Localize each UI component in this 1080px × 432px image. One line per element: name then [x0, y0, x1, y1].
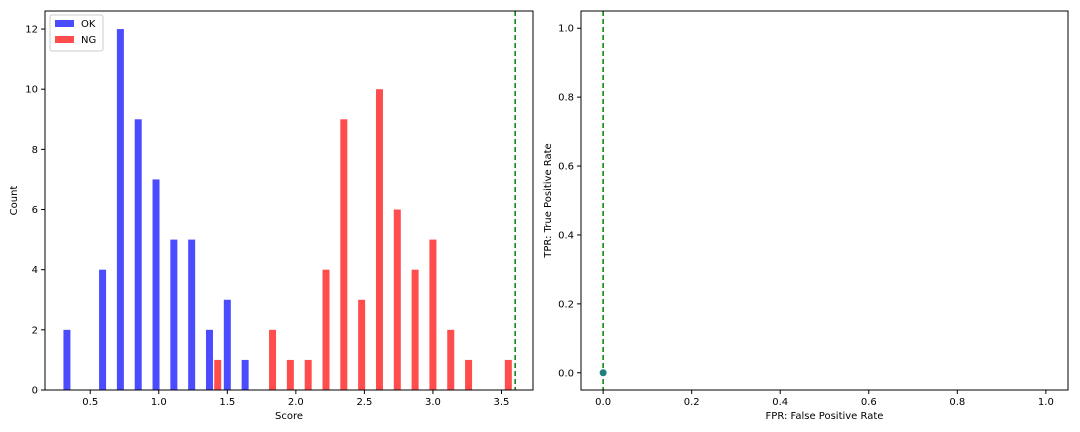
histogram-bars — [63, 29, 512, 391]
histogram-y-tick-label-3: 6 — [32, 205, 38, 216]
legend-label-ng: NG — [81, 35, 96, 46]
bar-ok-9 — [241, 359, 249, 390]
bar-ng-4 — [322, 269, 330, 390]
histogram-y-tick-label-2: 4 — [32, 265, 38, 276]
histogram-x-tick-label-4: 2.5 — [356, 397, 372, 408]
bar-ng-13 — [504, 359, 512, 390]
legend-swatch-ok — [55, 20, 74, 27]
histogram-x-tick-label-6: 3.5 — [494, 397, 510, 408]
bar-ng-11 — [447, 329, 455, 390]
bar-ng-5 — [340, 119, 348, 390]
roc-axes-frame — [580, 10, 1069, 391]
bar-ng-0 — [214, 359, 222, 390]
bar-ng-3 — [304, 359, 312, 390]
bar-ng-6 — [358, 299, 366, 390]
histogram-x-tick-label-2: 1.5 — [219, 397, 235, 408]
roc-x-axis-label: FPR: False Positive Rate — [766, 411, 884, 422]
roc-chart: 0.0 0.2 0.4 0.6 0.8 1.0 0.0 0.2 0.4 0.6 0.8 1.0 FP… — [543, 10, 1069, 422]
histogram-y-ticks: 0 2 4 6 8 10 12 — [25, 25, 45, 397]
histogram-y-tick-label-0: 0 — [32, 386, 38, 397]
roc-y-tick-label-2: 0.4 — [558, 230, 574, 241]
roc-x-tick-label-2: 0.4 — [772, 397, 788, 408]
histogram-chart: 0.5 1.0 1.5 2.0 2.5 3.0 3.5 0 2 4 6 8 10 12 Score Co… — [9, 10, 534, 422]
bar-ng-9 — [411, 269, 419, 390]
bar-ok-0 — [63, 329, 71, 390]
bar-ng-8 — [393, 209, 401, 390]
roc-y-tick-label-4: 0.8 — [558, 93, 574, 104]
bar-ok-2 — [116, 29, 124, 391]
bar-ok-5 — [170, 239, 178, 390]
roc-y-tick-label-5: 1.0 — [558, 24, 574, 35]
histogram-y-axis-label: Count — [9, 186, 20, 216]
histogram-x-tick-label-0: 0.5 — [82, 397, 98, 408]
bar-ok-1 — [99, 269, 107, 390]
legend-label-ok: OK — [81, 19, 96, 30]
bar-ng-1 — [269, 329, 277, 390]
roc-y-tick-label-0: 0.0 — [558, 368, 574, 379]
roc-x-tick-label-0: 0.0 — [595, 397, 611, 408]
bar-ok-6 — [188, 239, 196, 390]
roc-x-ticks: 0.0 0.2 0.4 0.6 0.8 1.0 — [595, 390, 1054, 408]
roc-y-tick-label-3: 0.6 — [558, 162, 574, 173]
roc-x-tick-label-1: 0.2 — [684, 397, 700, 408]
bar-ng-2 — [286, 359, 294, 390]
roc-y-ticks: 0.0 0.2 0.4 0.6 0.8 1.0 — [558, 24, 581, 379]
histogram-y-tick-label-6: 12 — [25, 25, 38, 36]
legend-swatch-ng — [55, 36, 74, 43]
bar-ok-4 — [152, 179, 160, 390]
bar-ok-8 — [223, 299, 231, 390]
histogram-y-tick-label-5: 10 — [25, 85, 38, 96]
bar-ok-3 — [134, 119, 142, 390]
bar-ok-7 — [205, 329, 213, 390]
histogram-x-tick-label-5: 3.0 — [425, 397, 441, 408]
roc-x-tick-label-5: 1.0 — [1038, 397, 1054, 408]
histogram-x-tick-label-1: 1.0 — [151, 397, 167, 408]
histogram-y-tick-label-4: 8 — [32, 145, 38, 156]
histogram-axes-frame — [44, 10, 534, 391]
roc-y-tick-label-1: 0.2 — [558, 299, 574, 310]
bar-ng-7 — [375, 89, 383, 391]
histogram-x-tick-label-3: 2.0 — [288, 397, 304, 408]
histogram-x-ticks: 0.5 1.0 1.5 2.0 2.5 3.0 3.5 — [82, 390, 509, 408]
histogram-legend: OK NG — [49, 14, 104, 52]
roc-x-tick-label-4: 0.8 — [949, 397, 965, 408]
histogram-y-tick-label-1: 2 — [32, 325, 38, 336]
histogram-x-axis-label: Score — [275, 411, 303, 422]
roc-points — [599, 369, 607, 377]
roc-point-0 — [599, 369, 607, 377]
bar-ng-10 — [429, 239, 437, 390]
bar-ng-12 — [465, 359, 473, 390]
roc-y-axis-label: TPR: True Positive Rate — [543, 143, 554, 258]
roc-x-tick-label-3: 0.6 — [861, 397, 877, 408]
